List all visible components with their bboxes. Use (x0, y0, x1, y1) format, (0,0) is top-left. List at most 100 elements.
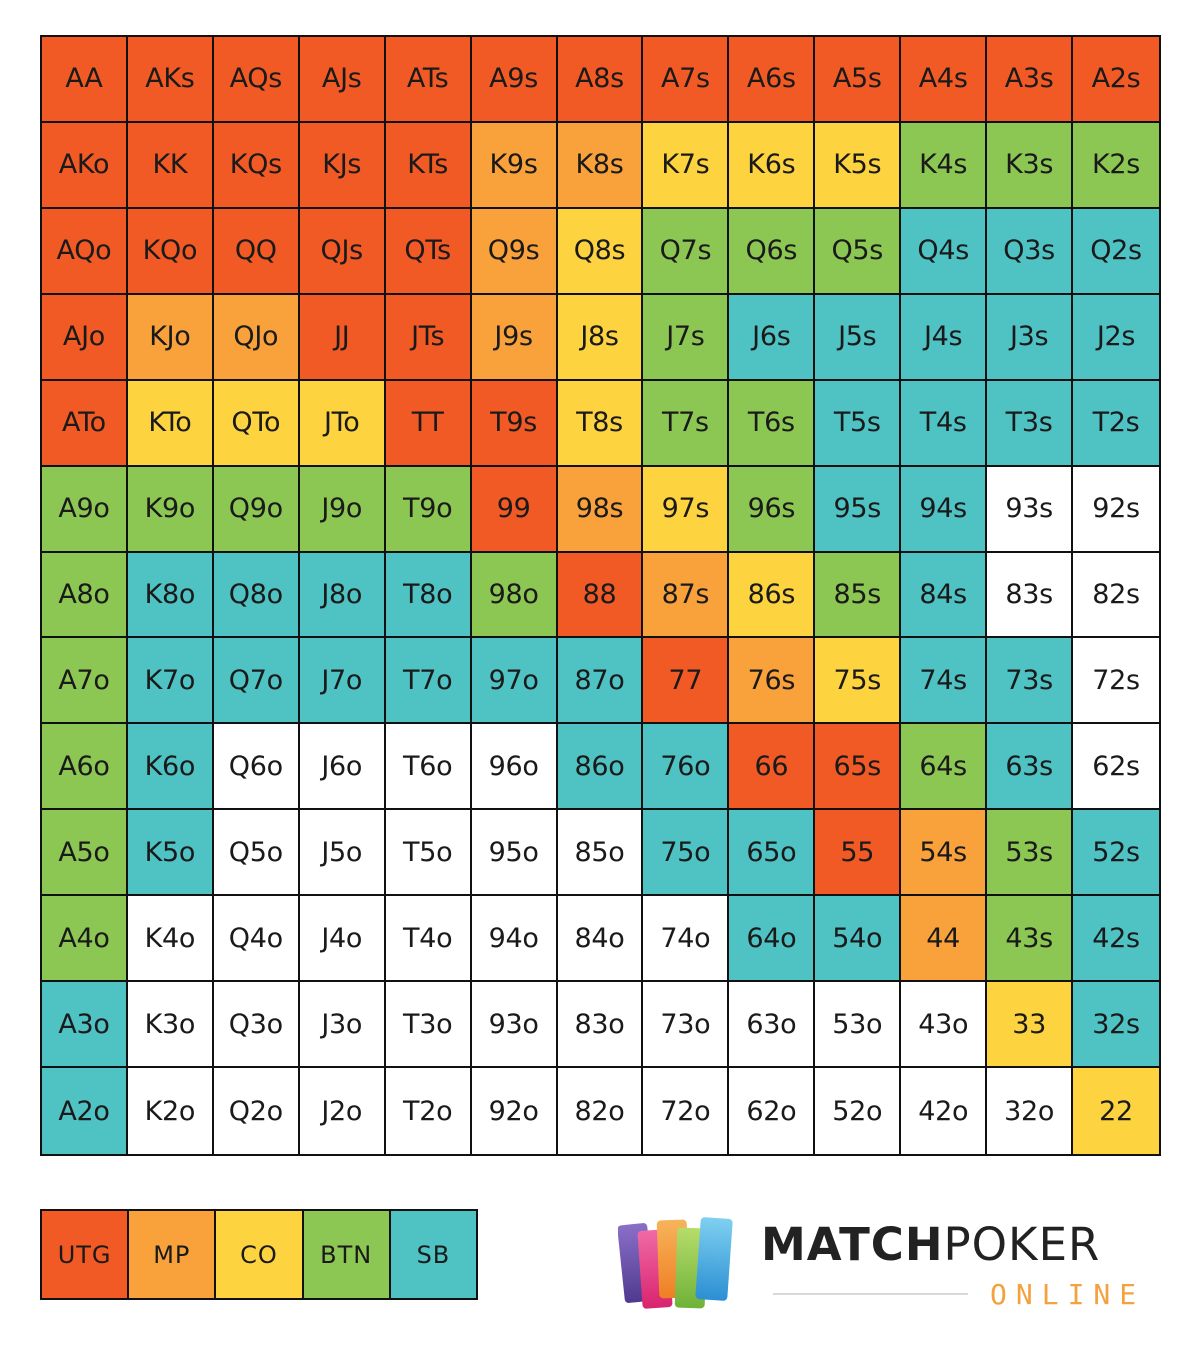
logo-wordmark-light: POKER (943, 1218, 1101, 1271)
hand-cell: T9o (385, 466, 472, 553)
hand-cell: J7o (299, 638, 386, 725)
hand-cell: Q5s (815, 208, 902, 295)
legend-item-sb: SB (390, 1211, 477, 1298)
hand-cell: 92s (1073, 466, 1159, 553)
hand-cell: Q2s (1073, 208, 1159, 295)
hand-cell: 95o (471, 810, 558, 897)
hand-cell: K4o (127, 896, 214, 983)
hand-cell: 86s (729, 552, 816, 639)
hand-cell: A4s (901, 37, 988, 123)
hand-cell: AQs (213, 37, 300, 123)
hand-cell: 72o (643, 1068, 730, 1154)
hand-cell: 73o (643, 982, 730, 1069)
legend: UTG MP CO BTN SB (40, 1209, 478, 1300)
hand-cell: KK (127, 122, 214, 209)
legend-item-btn: BTN (303, 1211, 391, 1298)
hand-cell: Q3s (987, 208, 1074, 295)
hand-cell: 74o (643, 896, 730, 983)
hand-cell: 84o (557, 896, 644, 983)
hand-cell: T6o (385, 724, 472, 811)
hand-cell: K2o (127, 1068, 214, 1154)
hand-cell: K9o (127, 466, 214, 553)
hand-cell: K7s (643, 122, 730, 209)
hand-cell: AKs (127, 37, 214, 123)
hand-cell: 87s (643, 552, 730, 639)
hand-cell: J9o (299, 466, 386, 553)
hand-cell: 43s (987, 896, 1074, 983)
hand-cell: 52s (1073, 810, 1159, 897)
cards-logo-icon (618, 1217, 733, 1309)
hand-cell: Q8s (557, 208, 644, 295)
hand-cell: A2o (42, 1068, 128, 1154)
hand-cell: K3s (987, 122, 1074, 209)
hand-cell: A8s (557, 37, 644, 123)
hand-cell: T8s (557, 380, 644, 467)
hand-cell: T2s (1073, 380, 1159, 467)
hand-cell: 96s (729, 466, 816, 553)
hand-cell: 64s (901, 724, 988, 811)
hand-cell: 93s (987, 466, 1074, 553)
hand-cell: J5o (299, 810, 386, 897)
hand-cell: 42o (901, 1068, 988, 1154)
hand-cell: 33 (987, 982, 1074, 1069)
hand-cell: T9s (471, 380, 558, 467)
hand-cell: KJo (127, 294, 214, 381)
hand-cell: 22 (1073, 1068, 1159, 1154)
hand-cell: Q7s (643, 208, 730, 295)
hand-cell: KQs (213, 122, 300, 209)
hand-cell: A3o (42, 982, 128, 1069)
hand-cell: T7o (385, 638, 472, 725)
hand-cell: K9s (471, 122, 558, 209)
hand-cell: 52o (815, 1068, 902, 1154)
hand-cell: T8o (385, 552, 472, 639)
hand-cell: J2s (1073, 294, 1159, 381)
hand-cell: JJ (299, 294, 386, 381)
hand-cell: 87o (557, 638, 644, 725)
legend-item-co: CO (216, 1211, 304, 1298)
hand-cell: K4s (901, 122, 988, 209)
hand-cell: J4o (299, 896, 386, 983)
hand-range-grid: AA AKs AQs AJs ATs A9s A8s A7s A6s A5s A4s A3s A2s AK… (40, 35, 1161, 1156)
hand-cell: Q6o (213, 724, 300, 811)
hand-cell: 76s (729, 638, 816, 725)
hand-cell: 77 (643, 638, 730, 725)
hand-cell: Q2o (213, 1068, 300, 1154)
hand-cell: J9s (471, 294, 558, 381)
hand-cell: J2o (299, 1068, 386, 1154)
hand-cell: 55 (815, 810, 902, 897)
hand-cell: K5o (127, 810, 214, 897)
legend-item-mp: MP (129, 1211, 217, 1298)
hand-cell: K2s (1073, 122, 1159, 209)
hand-cell: 63s (987, 724, 1074, 811)
hand-cell: K7o (127, 638, 214, 725)
hand-cell: QTs (385, 208, 472, 295)
hand-cell: 83s (987, 552, 1074, 639)
hand-cell: 72s (1073, 638, 1159, 725)
hand-cell: A5s (815, 37, 902, 123)
hand-cell: 66 (729, 724, 816, 811)
hand-cell: ATo (42, 380, 128, 467)
hand-cell: AQo (42, 208, 128, 295)
hand-cell: QQ (213, 208, 300, 295)
hand-cell: 54s (901, 810, 988, 897)
hand-cell: J5s (815, 294, 902, 381)
hand-cell: TT (385, 380, 472, 467)
hand-cell: J6o (299, 724, 386, 811)
hand-cell: 75s (815, 638, 902, 725)
hand-cell: 62o (729, 1068, 816, 1154)
hand-cell: A9s (471, 37, 558, 123)
hand-cell: 44 (901, 896, 988, 983)
hand-cell: 86o (557, 724, 644, 811)
hand-cell: JTo (299, 380, 386, 467)
hand-cell: A7o (42, 638, 128, 725)
hand-cell: A6o (42, 724, 128, 811)
hand-cell: QJs (299, 208, 386, 295)
hand-cell: 42s (1073, 896, 1159, 983)
hand-cell: 98o (471, 552, 558, 639)
hand-cell: A6s (729, 37, 816, 123)
hand-cell: 95s (815, 466, 902, 553)
hand-cell: Q9o (213, 466, 300, 553)
hand-cell: AA (42, 37, 128, 123)
hand-cell: 53o (815, 982, 902, 1069)
hand-cell: 65s (815, 724, 902, 811)
